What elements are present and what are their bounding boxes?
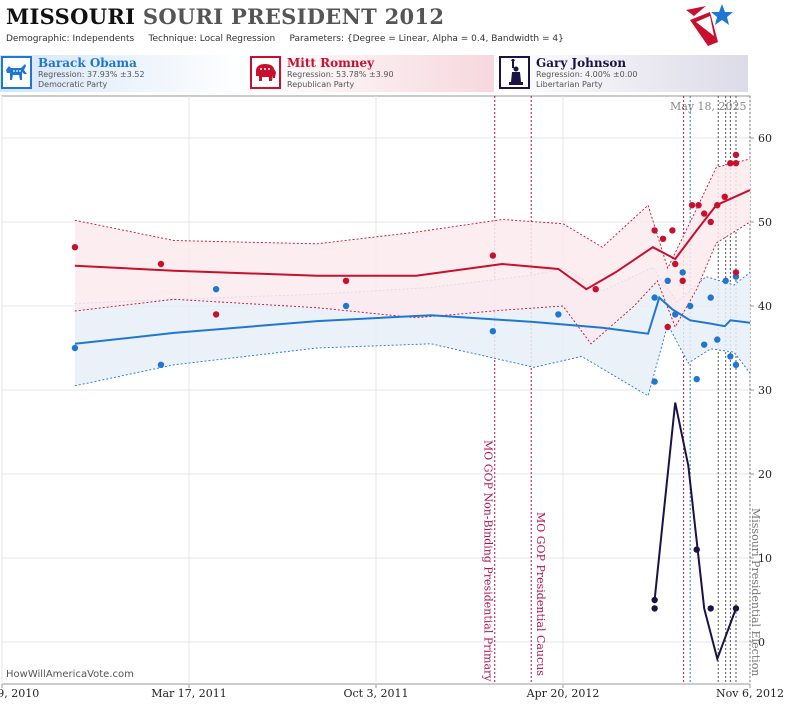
candidate-party: Republican Party — [287, 80, 355, 89]
poll-point — [592, 286, 599, 293]
poll-point — [212, 311, 220, 318]
poll-point — [489, 328, 497, 335]
poll-point — [669, 227, 676, 234]
footer-credit: HowWillAmericaVote.com — [6, 669, 134, 680]
x-tick-label: Apr 20, 2012 — [526, 687, 600, 700]
poll-point — [727, 160, 734, 167]
event-label: MO GOP Non-Binding Presidential Primary — [482, 440, 495, 682]
y-tick-label: 30 — [758, 384, 772, 397]
poll-point — [732, 605, 740, 612]
poll-point — [157, 361, 165, 368]
poll-point — [664, 277, 671, 284]
candidate-regression: Regression: 4.00% ±0.00 — [536, 70, 638, 79]
trend-line — [74, 189, 751, 291]
y-tick-label: 50 — [758, 216, 772, 229]
poll-point — [672, 260, 679, 268]
poll-point — [157, 260, 165, 268]
demographic-label: Demographic: — [6, 34, 70, 44]
trend-line — [653, 402, 737, 663]
poll-point — [721, 193, 728, 200]
poll-chart: Aug 29, 2010 Mar 17, 2011 Oct 3, 2011 Apr 2… — [0, 95, 784, 700]
poll-point — [651, 378, 658, 385]
candidate-regression: Regression: 53.78% ±3.90 — [287, 70, 394, 79]
poll-point — [212, 286, 220, 293]
poll-point — [686, 302, 694, 310]
event-label: MO GOP Presidential Caucus — [534, 512, 547, 676]
poll-point — [659, 235, 667, 242]
y-tick-label: 60 — [758, 132, 772, 145]
poll-point — [688, 202, 696, 209]
poll-point — [672, 311, 679, 318]
poll-point — [651, 227, 658, 234]
poll-point — [707, 218, 714, 226]
x-tick-label: Oct 3, 2011 — [343, 687, 408, 700]
trend-line — [74, 295, 751, 345]
poll-point — [732, 361, 740, 368]
elephant-icon — [250, 56, 281, 89]
poll-point — [679, 269, 686, 276]
poll-point — [71, 344, 79, 352]
y-tick-label: 10 — [758, 552, 772, 565]
poll-point — [700, 210, 708, 217]
poll-point — [732, 160, 740, 167]
poll-point — [695, 202, 702, 209]
poll-point — [714, 336, 721, 343]
title-state: MISSOURI — [6, 4, 136, 29]
y-tick-label: 40 — [758, 300, 772, 313]
event-label: Missouri Presidential Election — [749, 508, 762, 676]
poll-point — [342, 277, 350, 284]
parameters-label: Parameters: — [289, 34, 345, 44]
candidate-card-johnson[interactable]: Gary Johnson Regression: 4.00% ±0.00 Lib… — [498, 55, 748, 92]
poll-point — [732, 151, 740, 158]
confidence-band — [74, 159, 750, 344]
poll-point — [707, 294, 714, 301]
candidate-name: Mitt Romney — [287, 56, 375, 70]
star-logo-icon — [686, 4, 733, 46]
poll-point — [707, 605, 714, 612]
technique-value: Local Regression — [199, 34, 276, 44]
title-rest: SOURI PRESIDENT 2012 — [142, 4, 445, 29]
poll-point — [555, 311, 562, 318]
y-tick-label: 20 — [758, 468, 772, 481]
poll-point — [714, 202, 721, 209]
technique-label: Technique: — [148, 34, 197, 44]
poll-point — [722, 277, 729, 284]
poll-point — [727, 353, 734, 360]
poll-point — [693, 375, 700, 383]
y-tick-label: 0 — [758, 636, 765, 649]
poll-point — [700, 341, 708, 348]
poll-point — [651, 294, 658, 301]
band-upper-line — [74, 158, 751, 270]
poll-point — [651, 605, 658, 612]
x-tick-label: Nov 6, 2012 — [716, 687, 784, 700]
candidate-card-obama[interactable]: Barack Obama Regression: 37.93% ±3.52 De… — [0, 55, 245, 92]
demographic-value: Independents — [72, 34, 135, 44]
candidate-party: Libertarian Party — [536, 80, 603, 89]
candidate-name: Barack Obama — [38, 56, 137, 70]
candidate-name: Gary Johnson — [536, 56, 627, 70]
candidate-card-romney[interactable]: Mitt Romney Regression: 53.78% ±3.90 Rep… — [249, 55, 494, 92]
poll-point — [693, 546, 700, 553]
band-lower-line — [74, 221, 751, 345]
poll-point — [342, 302, 350, 310]
date-stamp: May 18, 2025 — [670, 100, 747, 113]
poll-point — [651, 596, 658, 604]
candidate-legend: Barack Obama Regression: 37.93% ±3.52 De… — [0, 55, 750, 92]
poll-point — [71, 244, 79, 251]
donkey-icon — [1, 56, 32, 89]
band-lower-line — [74, 323, 751, 397]
candidate-regression: Regression: 37.93% ±3.52 — [38, 70, 145, 79]
parameters-value: {Degree = Linear, Alpha = 0.4, Bandwidth… — [346, 34, 564, 44]
statue-of-liberty-icon — [499, 56, 530, 89]
x-tick-label: Aug 29, 2010 — [0, 687, 39, 700]
chart-title: MISSOURI SOURI PRESIDENT 2012 — [6, 4, 444, 29]
poll-point — [732, 269, 740, 276]
poll-point — [489, 252, 497, 259]
candidate-party: Democratic Party — [38, 80, 108, 89]
poll-point — [664, 323, 671, 331]
x-tick-label: Mar 17, 2011 — [151, 687, 227, 700]
parameters-line: Demographic: Independents Technique: Loc… — [6, 34, 564, 44]
poll-point — [679, 277, 686, 284]
